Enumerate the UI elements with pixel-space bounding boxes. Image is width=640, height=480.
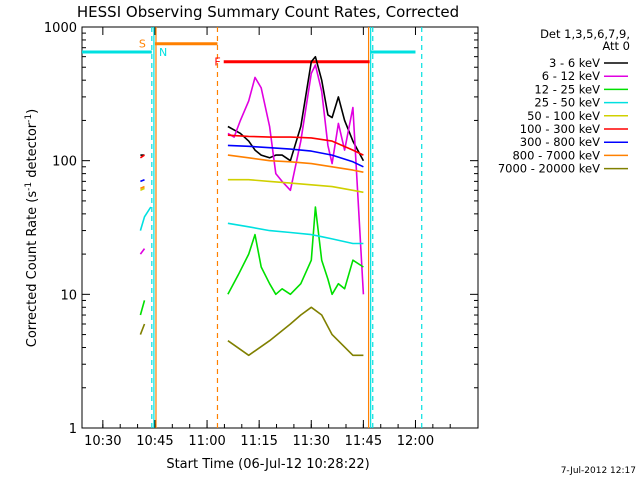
y-axis-label: Corrected Count Rate (s-1 detector-1)	[24, 109, 40, 347]
legend-label-2: 12 - 25 keV	[534, 82, 600, 96]
series-line-2-seg0	[139, 300, 146, 316]
series-line-4-seg1	[227, 178, 364, 194]
y-axis-label-sup1: -1	[24, 182, 34, 191]
y-axis-label-mid: detector	[25, 122, 40, 182]
legend-label-3: 25 - 50 keV	[534, 96, 600, 110]
series-line-6-seg1	[227, 144, 364, 168]
chart-title: HESSI Observing Summary Count Rates, Cor…	[77, 3, 459, 21]
state-annotation-n: N	[159, 46, 167, 59]
y-tick-label-2: 100	[52, 155, 77, 170]
legend-label-7: 800 - 7000 keV	[512, 148, 600, 162]
series-line-8-seg1	[227, 306, 364, 357]
x-tick-label-1: 10:45	[136, 434, 173, 449]
x-axis: 10:30 10:45 11:00 11:15 11:30 11:45 12:00	[84, 27, 451, 449]
state-annotation-s: S	[139, 38, 146, 51]
series-line-7-seg1	[227, 154, 364, 173]
state-bars	[82, 42, 416, 64]
footer-timestamp: 7-Jul-2012 12:17	[561, 466, 636, 476]
y-tick-label-1: 10	[60, 288, 77, 303]
series-line-5-seg1	[227, 134, 364, 156]
legend-label-1: 6 - 12 keV	[542, 69, 600, 83]
y-axis-label-end: )	[25, 109, 40, 114]
series-line-4-seg0	[140, 187, 145, 192]
x-tick-label-3: 11:15	[240, 434, 277, 449]
state-annotation-f: F	[214, 56, 220, 69]
y-tick-label-0: 1	[69, 422, 77, 437]
plot-frame	[81, 26, 479, 429]
series-line-6-seg0	[140, 178, 145, 183]
series-line-3-seg0	[139, 206, 152, 231]
series-line-1-seg1	[227, 64, 365, 295]
series-line-0-seg1	[227, 55, 365, 162]
x-tick-label-2: 11:00	[188, 434, 225, 449]
legend-label-6: 300 - 800 keV	[520, 135, 600, 149]
x-tick-label-6: 12:00	[397, 434, 434, 449]
series-line-8-seg0	[139, 323, 146, 335]
state-lines	[151, 27, 423, 428]
legend-header-line2: Att 0	[602, 39, 630, 53]
series-lines	[139, 55, 365, 357]
y-axis-label-sup2: -1	[24, 114, 34, 123]
legend-label-0: 3 - 6 keV	[549, 56, 600, 70]
x-tick-label-0: 10:30	[84, 434, 121, 449]
y-tick-label-3: 1000	[44, 21, 77, 36]
legend-label-5: 100 - 300 keV	[520, 122, 600, 136]
series-line-3-seg1	[227, 222, 364, 245]
legend-header-line1: Det 1,3,5,6,7,9,	[540, 27, 630, 41]
y-axis: 1 10 100 1000	[44, 21, 478, 437]
series-line-5-seg0	[139, 154, 145, 159]
legend-label-4: 50 - 100 keV	[527, 109, 600, 123]
series-line-1-seg0	[139, 248, 146, 255]
x-tick-label-4: 11:30	[293, 434, 330, 449]
state-annotations: SN F	[139, 38, 221, 69]
x-tick-label-5: 11:45	[345, 434, 382, 449]
series-line-2-seg1	[227, 206, 364, 296]
series-line-7-seg0	[140, 185, 145, 190]
legend-label-8: 7000 - 20000 keV	[498, 162, 600, 176]
y-axis-label-main: Corrected Count Rate (s	[25, 191, 40, 348]
x-axis-label: Start Time (06-Jul-12 10:28:22)	[166, 457, 369, 472]
